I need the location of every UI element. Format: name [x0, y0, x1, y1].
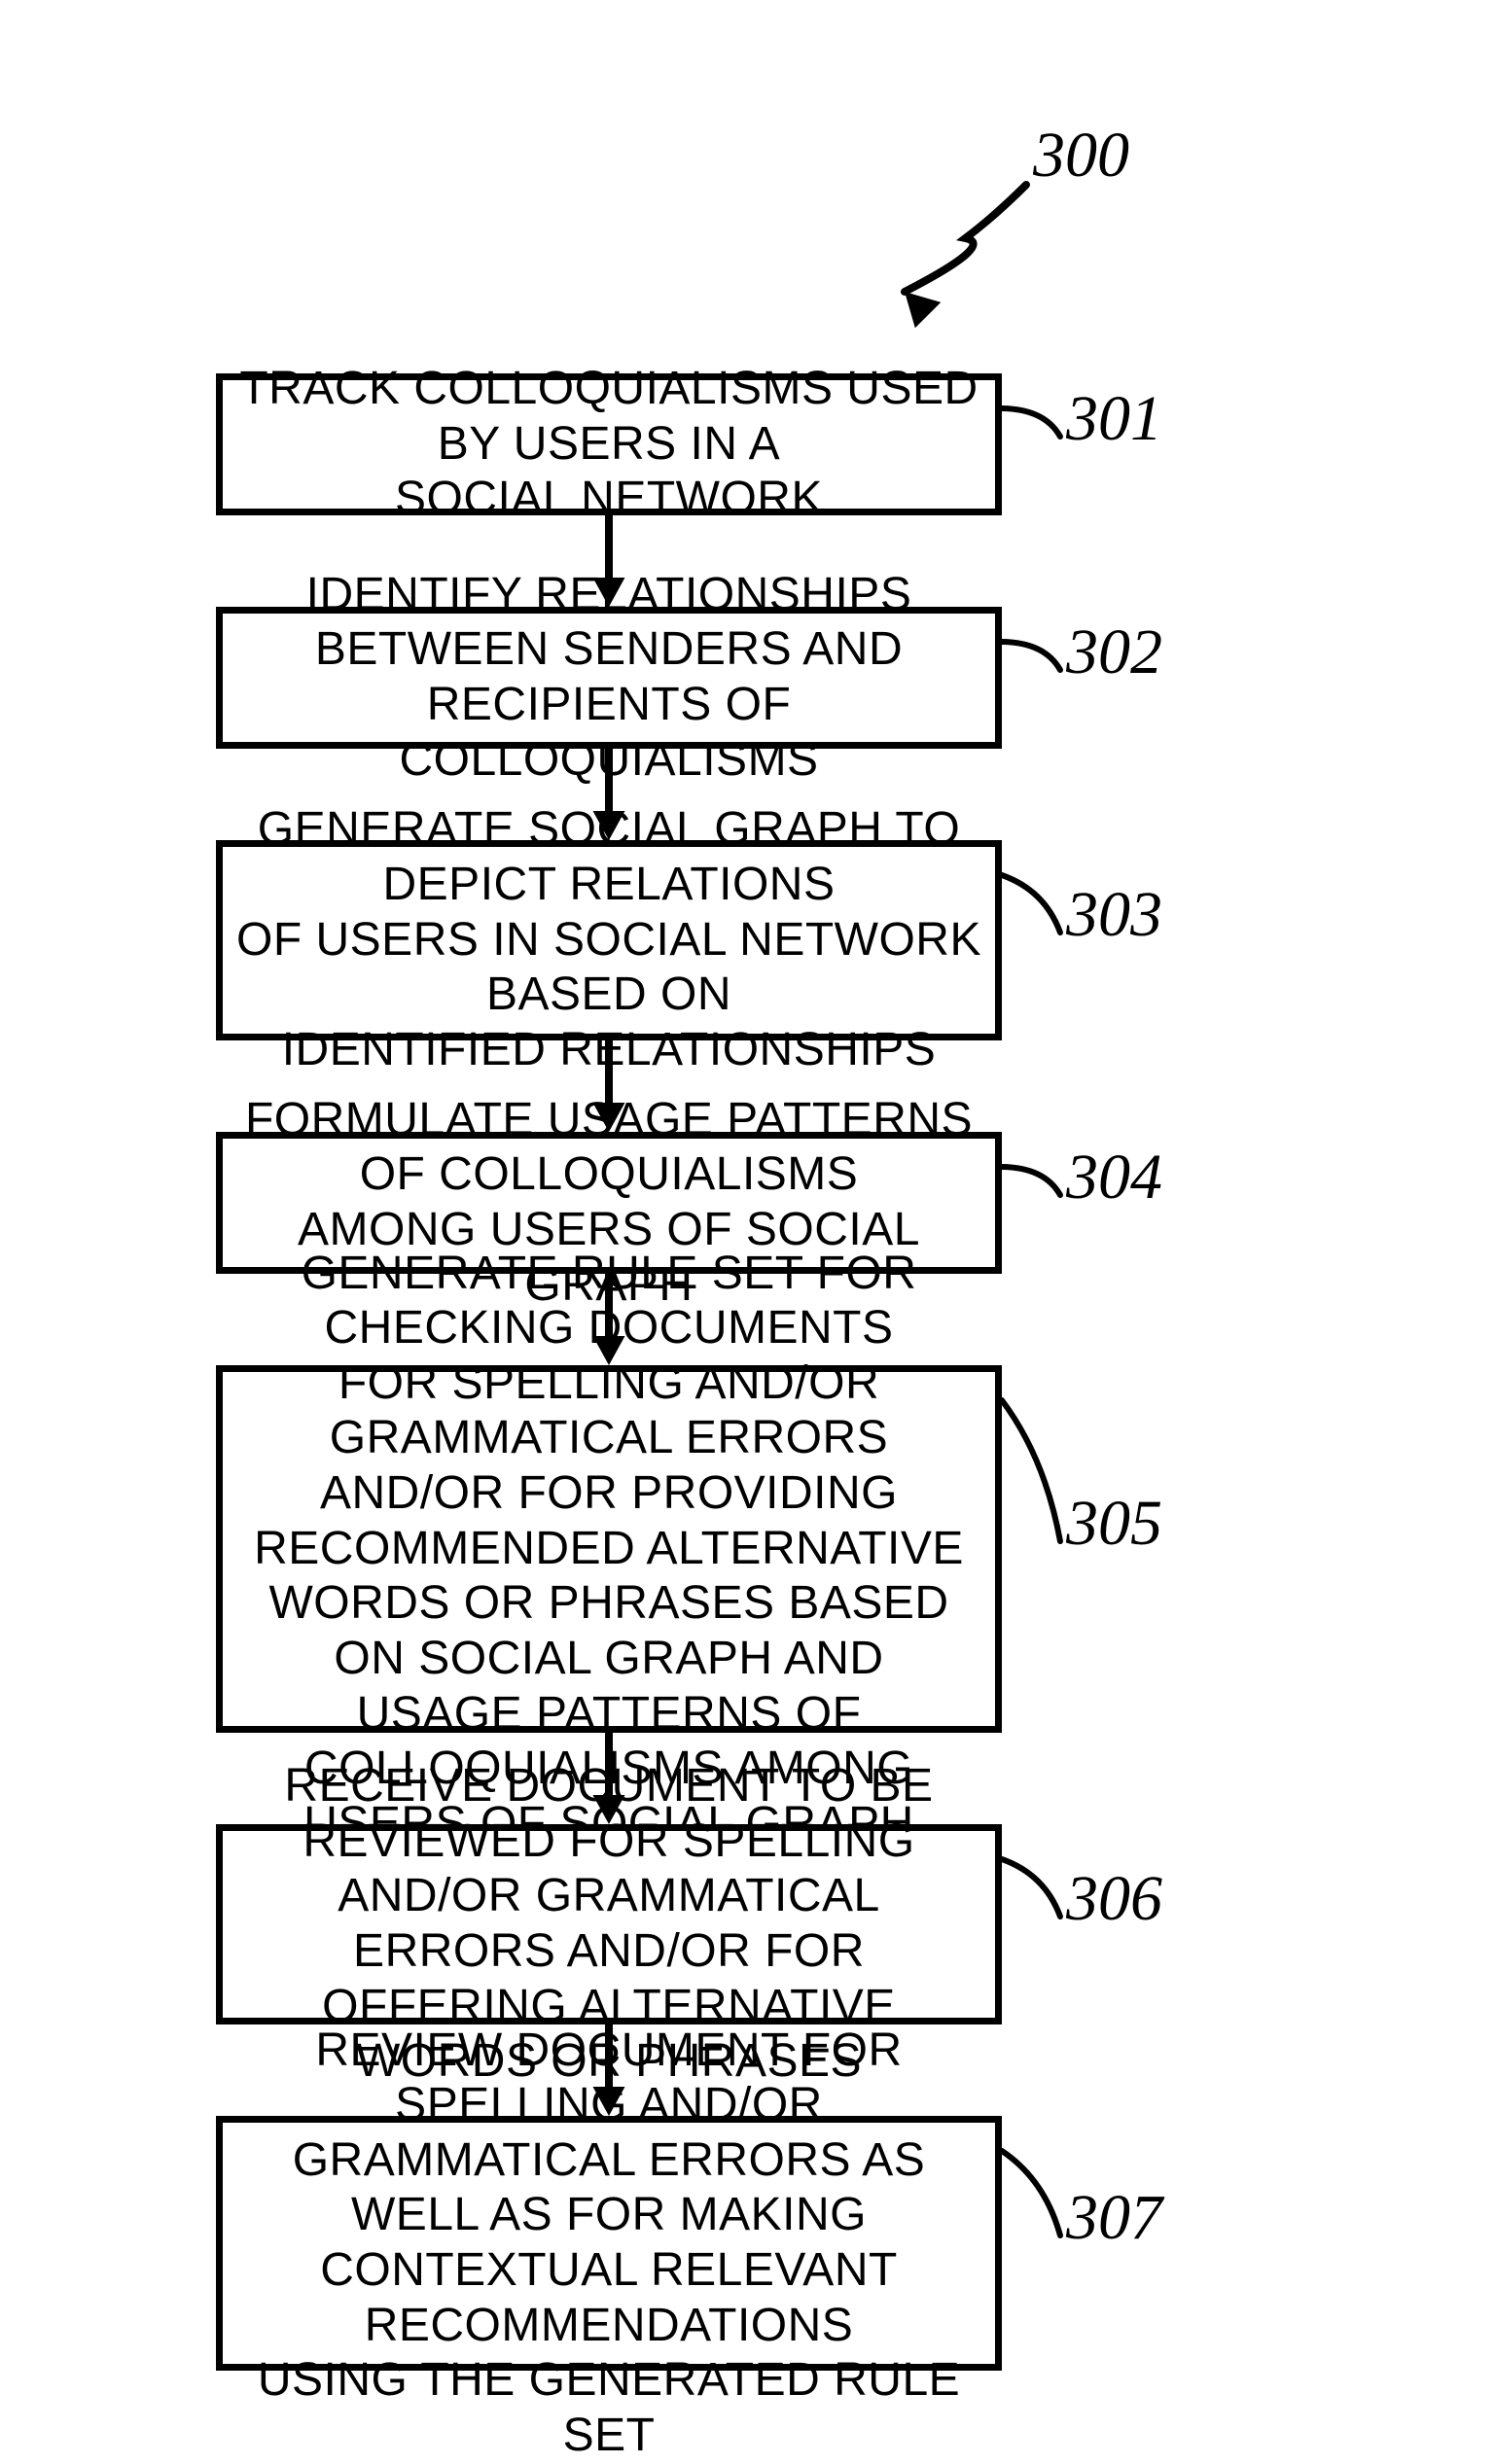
flow-step-306: RECEIVE DOCUMENT TO BE REVIEWED FOR SPEL… — [216, 1824, 1002, 2024]
step-ref-label-307: 307 — [1066, 2181, 1162, 2255]
flow-step-302: IDENTIFY RELATIONSHIPS BETWEEN SENDERS A… — [216, 607, 1002, 749]
step-ref-label-303: 303 — [1066, 878, 1162, 952]
flow-step-text: GENERATE SOCIAL GRAPH TO DEPICT RELATION… — [232, 802, 985, 1077]
step-ref-label-304: 304 — [1066, 1141, 1162, 1214]
flow-step-text: IDENTIFY RELATIONSHIPS BETWEEN SENDERS A… — [232, 568, 985, 789]
step-ref-label-305: 305 — [1066, 1487, 1162, 1561]
flowchart-canvas: 300 TRACK COLLOQUIALISMS USED BY USERS I… — [0, 0, 1495, 2442]
step-ref-label-306: 306 — [1066, 1862, 1162, 1936]
flow-step-text: TRACK COLLOQUIALISMS USED BY USERS IN A … — [232, 362, 985, 527]
flow-step-301: TRACK COLLOQUIALISMS USED BY USERS IN A … — [216, 373, 1002, 515]
flow-step-307: REVIEW DOCUMENT FOR SPELLING AND/OR GRAM… — [216, 2116, 1002, 2371]
step-ref-label-302: 302 — [1066, 616, 1162, 689]
flow-step-305: GENERATE RULE SET FOR CHECKING DOCUMENTS… — [216, 1365, 1002, 1733]
flow-step-303: GENERATE SOCIAL GRAPH TO DEPICT RELATION… — [216, 840, 1002, 1040]
step-ref-label-301: 301 — [1066, 382, 1162, 456]
figure-id-label: 300 — [1033, 119, 1129, 193]
flow-step-text: REVIEW DOCUMENT FOR SPELLING AND/OR GRAM… — [232, 2024, 985, 2464]
